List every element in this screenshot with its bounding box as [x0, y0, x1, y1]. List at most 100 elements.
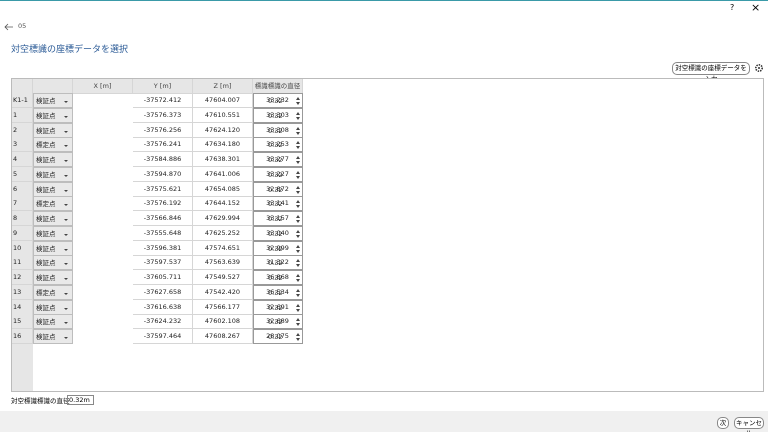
spin-arrows: [296, 215, 300, 224]
diameter-spinbox[interactable]: 0.32: [253, 240, 303, 256]
input-button[interactable]: 対空標識の座標データを入力: [672, 62, 750, 83]
coordinate-cell: 47634.180: [193, 137, 253, 153]
diameter-spinbox[interactable]: 0.32: [253, 122, 303, 138]
spin-arrows: [296, 156, 300, 165]
spin-arrows: [296, 111, 300, 120]
point-type-dropdown[interactable]: 検証点: [33, 255, 73, 271]
point-type-dropdown[interactable]: 検証点: [33, 166, 73, 182]
diameter-spinbox[interactable]: 0.32: [253, 314, 303, 330]
diameter-value: 0.32: [268, 156, 283, 165]
point-type-dropdown[interactable]: 検証点: [33, 314, 73, 330]
coordinate-cell: 47641.006: [193, 166, 253, 182]
data-table: X [m] Y [m] Z [m] 標識標識の直径 K1-1 検証点 -37572.412 4…: [11, 78, 764, 392]
step-label: 05: [18, 22, 27, 30]
row-header: 7: [12, 196, 33, 212]
spin-arrows: [296, 229, 300, 238]
point-type-dropdown[interactable]: 検証点: [33, 93, 73, 108]
point-type-dropdown[interactable]: 検証点: [33, 122, 73, 138]
point-type-dropdown[interactable]: 検証点: [33, 225, 73, 241]
dropdown-arrow: [64, 337, 68, 340]
row-header: 6: [12, 181, 33, 197]
diameter-spinbox[interactable]: 0.32: [253, 166, 303, 182]
diameter-spinbox[interactable]: 0.32: [253, 225, 303, 241]
point-type-dropdown[interactable]: 検証点: [33, 240, 73, 256]
column-header: Y [m]: [133, 79, 193, 94]
close-button[interactable]: ×: [751, 1, 761, 14]
row-header: 3: [12, 137, 33, 153]
help-button[interactable]: ?: [730, 3, 735, 12]
point-type-dropdown[interactable]: 標定点: [33, 137, 73, 153]
coordinate-cell: -37616.638: [133, 299, 193, 315]
diameter-spinbox[interactable]: 0.32: [253, 255, 303, 271]
dropdown-arrow: [64, 115, 68, 118]
point-type: 検証点: [36, 170, 56, 179]
point-type: 検証点: [36, 185, 56, 194]
coordinate-cell: 47624.120: [193, 122, 253, 138]
point-type-dropdown[interactable]: 検証点: [33, 107, 73, 123]
dropdown-arrow: [64, 189, 68, 192]
point-type: 検証点: [36, 274, 56, 283]
coordinate-cell: -37576.373: [133, 107, 193, 123]
point-type: 検証点: [36, 97, 56, 105]
point-type-dropdown[interactable]: 標定点: [33, 196, 73, 212]
back-button[interactable]: [4, 23, 14, 31]
diameter-value: 0.32: [268, 333, 283, 342]
cancel-button[interactable]: キャンセル: [734, 417, 764, 432]
row-header: 5: [12, 166, 33, 182]
point-type-dropdown[interactable]: 検証点: [33, 152, 73, 168]
row-header: 16: [12, 329, 33, 345]
diameter-spinbox[interactable]: 0.32m: [67, 395, 94, 405]
coordinate-cell: 47566.177: [193, 299, 253, 315]
coordinate-cell: -37627.658: [133, 284, 193, 300]
spin-arrows: [296, 170, 300, 179]
coordinate-cell: -37584.886: [133, 152, 193, 168]
point-type: 検証点: [36, 259, 56, 268]
diameter-spinbox[interactable]: 0.32: [253, 211, 303, 227]
diameter-spinbox[interactable]: 0.32: [253, 107, 303, 123]
diameter-value: 0.32: [268, 200, 283, 209]
row-header: 12: [12, 270, 33, 286]
point-type-dropdown[interactable]: 標定点: [33, 284, 73, 300]
point-type-dropdown[interactable]: 検証点: [33, 299, 73, 315]
diameter-spinbox[interactable]: 0.32: [253, 284, 303, 300]
diameter-value: 0.32: [268, 303, 283, 312]
diameter-spinbox[interactable]: 0.32: [253, 137, 303, 153]
settings-button[interactable]: [754, 63, 764, 73]
coordinate-cell: -37576.256: [133, 122, 193, 138]
point-type-dropdown[interactable]: 検証点: [33, 329, 73, 345]
dropdown-arrow: [64, 233, 68, 236]
point-type-dropdown[interactable]: 検証点: [33, 211, 73, 227]
diameter-value: 0.32: [268, 185, 283, 194]
diameter-value: 0.32: [268, 141, 283, 150]
coordinate-cell: 47602.108: [193, 314, 253, 330]
dropdown-arrow: [64, 145, 68, 148]
point-type-dropdown[interactable]: 検証点: [33, 270, 73, 286]
diameter-spinbox[interactable]: 0.32: [253, 93, 303, 108]
diameter-value: 0.32: [268, 126, 283, 135]
dropdown-arrow: [64, 160, 68, 163]
diameter-value: 0.32: [268, 244, 283, 253]
dropdown-arrow: [64, 263, 68, 266]
corner-header: [12, 79, 33, 94]
diameter-spinbox[interactable]: 0.32: [253, 270, 303, 286]
column-header: 標識標識の直径: [253, 79, 303, 94]
coordinate-cell: 47574.651: [193, 240, 253, 256]
row-header: 1: [12, 107, 33, 123]
type-header: [33, 79, 73, 94]
coordinate-cell: -37597.464: [133, 329, 193, 345]
coordinate-cell: -37575.621: [133, 181, 193, 197]
diameter-spinbox[interactable]: 0.32: [253, 181, 303, 197]
spin-arrows: [296, 303, 300, 312]
diameter-spinbox[interactable]: 0.32: [253, 152, 303, 168]
next-button[interactable]: 次: [717, 417, 729, 429]
spin-arrows: [296, 318, 300, 327]
coordinate-cell: -37594.870: [133, 166, 193, 182]
diameter-spinbox[interactable]: 0.32: [253, 196, 303, 212]
diameter-value: 0.32: [268, 259, 283, 268]
diameter-spinbox[interactable]: 0.32: [253, 299, 303, 315]
diameter-spinbox[interactable]: 0.32: [253, 329, 303, 345]
spin-arrows: [296, 200, 300, 209]
diameter-value: 0.32: [268, 288, 283, 297]
footer-bar: [0, 411, 768, 432]
point-type-dropdown[interactable]: 検証点: [33, 181, 73, 197]
